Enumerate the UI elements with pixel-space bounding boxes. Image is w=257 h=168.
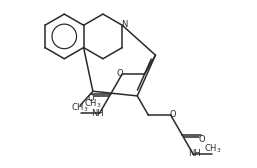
Text: CH$_3$: CH$_3$	[204, 143, 222, 155]
Text: O: O	[87, 94, 94, 103]
Text: CH$_3$: CH$_3$	[71, 102, 88, 114]
Text: CH$_3$: CH$_3$	[84, 98, 101, 111]
Text: NH: NH	[188, 149, 201, 158]
Text: O: O	[117, 69, 123, 78]
Text: NH: NH	[91, 109, 104, 118]
Text: O: O	[169, 110, 176, 119]
Text: N: N	[121, 20, 127, 29]
Text: O: O	[199, 135, 205, 144]
